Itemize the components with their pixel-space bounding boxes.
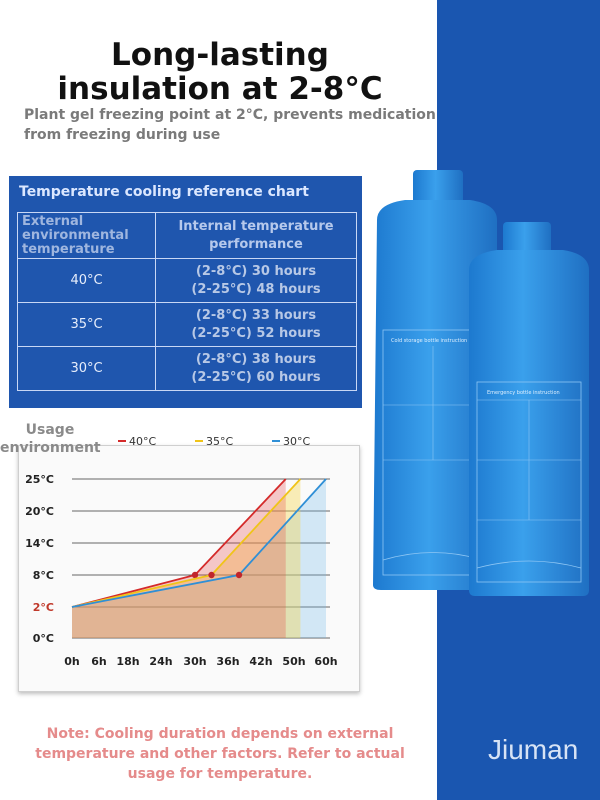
col-external-header: External environmental temperature [17, 212, 156, 259]
external-temp-cell: 40°C [17, 258, 156, 303]
legend-label: 40°C [129, 435, 156, 448]
series-area [72, 479, 301, 638]
y-tick-label: 0°C [33, 632, 54, 645]
x-tick-label: 6h [91, 655, 107, 668]
performance-line: (2-25°C) 60 hours [191, 369, 321, 385]
series-area [72, 479, 326, 638]
series-area [72, 479, 286, 638]
y-tick-label: 20°C [25, 505, 54, 518]
y-tick-label: 14°C [25, 537, 54, 550]
subtitle: Plant gel freezing point at 2°C, prevent… [24, 107, 436, 143]
x-tick-label: 30h [183, 655, 206, 668]
legend-label: 30°C [283, 435, 310, 448]
front-bottle: Emergency bottle instruction [469, 222, 589, 596]
internal-performance-cell: (2-8°C) 33 hours (2-25°C) 52 hours [155, 302, 357, 347]
x-tick-label: 18h [116, 655, 139, 668]
title-line1: Long-lasting [111, 37, 329, 73]
table-row: 40°C (2-8°C) 30 hours (2-25°C) 48 hours [17, 258, 357, 303]
back-bottle-label: Cold storage bottle instruction [391, 338, 467, 344]
table-header-row: External environmental temperature Inter… [17, 212, 357, 259]
table-row: 30°C (2-8°C) 38 hours (2-25°C) 60 hours [17, 346, 357, 391]
table-title: Temperature cooling reference chart [19, 184, 309, 200]
performance-line: (2-25°C) 52 hours [191, 325, 321, 341]
page-title: Long-lasting insulation at 2-8°C [20, 38, 420, 106]
performance-line: (2-8°C) 30 hours [195, 263, 317, 279]
usage-chart: 0°C 2°C 8°C 14°C 20°C 25°C 0h 6h 18h 24h 30h 36h 42h… [25, 435, 337, 668]
bottle-illustration: Cold storage bottle instruction Emergenc… [365, 160, 600, 600]
performance-line: (2-8°C) 33 hours [195, 307, 317, 323]
x-tick-label: 24h [149, 655, 172, 668]
internal-performance-cell: (2-8°C) 38 hours (2-25°C) 60 hours [155, 346, 357, 391]
x-tick-label: 42h [249, 655, 272, 668]
col-internal-header: Internal temperature performance [155, 212, 357, 259]
cooling-reference-panel: Temperature cooling reference chart Exte… [9, 176, 362, 408]
x-tick-label: 0h [64, 655, 80, 668]
chart-frame [18, 445, 360, 692]
x-tick-label: 60h [314, 655, 337, 668]
back-bottle: Cold storage bottle instruction [373, 170, 497, 590]
external-temp-cell: 35°C [17, 302, 156, 347]
series-point [191, 571, 199, 579]
internal-performance-cell: (2-8°C) 30 hours (2-25°C) 48 hours [155, 258, 357, 303]
x-tick-label: 36h [216, 655, 239, 668]
chart-ylabel: Usage environment [0, 422, 101, 456]
front-bottle-label: Emergency bottle instruction [487, 390, 560, 396]
performance-line: (2-25°C) 48 hours [191, 281, 321, 297]
cooling-table: External environmental temperature Inter… [17, 212, 357, 391]
series-point [235, 571, 243, 579]
table-row: 35°C (2-8°C) 33 hours (2-25°C) 52 hours [17, 302, 357, 347]
x-tick-label: 50h [282, 655, 305, 668]
external-temp-cell: 30°C [17, 346, 156, 391]
legend-label: 35°C [206, 435, 233, 448]
y-tick-label: 8°C [33, 569, 54, 582]
title-line2: insulation at 2-8°C [57, 71, 383, 107]
performance-line: (2-8°C) 38 hours [195, 351, 317, 367]
brand-name: Jiuman [488, 734, 579, 765]
series-point [208, 571, 215, 579]
y-tick-label: 2°C [33, 601, 54, 614]
y-tick-label: 25°C [25, 473, 54, 486]
footer-note: Note: Cooling duration depends on extern… [35, 726, 405, 782]
